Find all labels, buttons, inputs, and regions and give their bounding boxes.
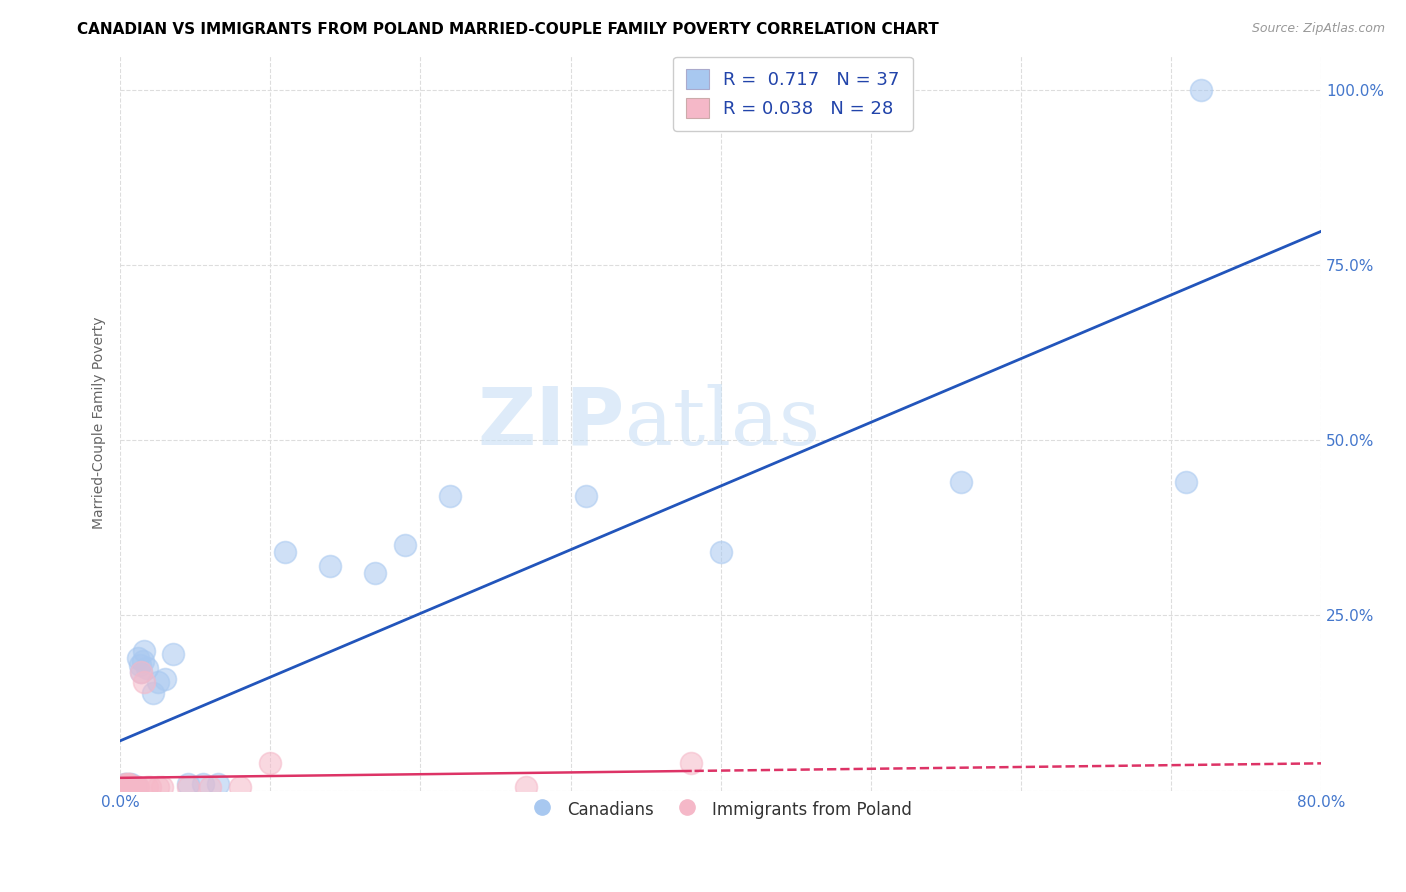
Text: atlas: atlas — [624, 384, 820, 462]
Point — [121, 780, 143, 794]
Point — [177, 780, 200, 794]
Point — [129, 665, 152, 679]
Point — [191, 776, 214, 790]
Point — [125, 780, 148, 794]
Point — [259, 756, 281, 770]
Point — [115, 780, 138, 794]
Point — [136, 780, 159, 794]
Point — [125, 780, 148, 794]
Text: CANADIAN VS IMMIGRANTS FROM POLAND MARRIED-COUPLE FAMILY POVERTY CORRELATION CHA: CANADIAN VS IMMIGRANTS FROM POLAND MARRI… — [77, 22, 939, 37]
Point — [136, 661, 159, 675]
Point — [129, 665, 152, 679]
Point — [710, 545, 733, 559]
Point — [114, 776, 136, 790]
Point — [118, 776, 141, 790]
Point — [118, 780, 141, 794]
Point — [134, 675, 156, 690]
Point — [114, 780, 136, 794]
Point — [118, 780, 141, 794]
Point — [117, 780, 139, 794]
Point — [679, 756, 702, 770]
Point — [127, 650, 149, 665]
Point — [112, 780, 135, 794]
Point — [319, 559, 342, 574]
Point — [118, 776, 141, 790]
Point — [117, 776, 139, 790]
Point — [364, 566, 387, 581]
Point — [120, 776, 142, 790]
Point — [274, 545, 297, 559]
Point — [142, 685, 165, 699]
Point — [207, 776, 229, 790]
Point — [1189, 83, 1212, 97]
Point — [132, 654, 155, 668]
Point — [127, 780, 149, 794]
Point — [114, 776, 136, 790]
Point — [117, 780, 139, 794]
Point — [134, 643, 156, 657]
Point — [121, 780, 143, 794]
Point — [114, 780, 136, 794]
Point — [949, 475, 972, 490]
Point — [146, 675, 169, 690]
Point — [162, 647, 184, 661]
Point — [115, 780, 138, 794]
Point — [439, 490, 461, 504]
Point — [146, 780, 169, 794]
Point — [150, 780, 173, 794]
Point — [200, 780, 222, 794]
Point — [120, 780, 142, 794]
Point — [128, 657, 150, 672]
Point — [122, 780, 145, 794]
Point — [394, 538, 416, 552]
Point — [515, 780, 537, 794]
Point — [115, 776, 138, 790]
Point — [1175, 475, 1198, 490]
Point — [155, 672, 177, 686]
Point — [124, 780, 146, 794]
Point — [122, 780, 145, 794]
Point — [115, 780, 138, 794]
Legend: Canadians, Immigrants from Poland: Canadians, Immigrants from Poland — [523, 793, 920, 826]
Point — [120, 780, 142, 794]
Point — [120, 780, 142, 794]
Point — [124, 780, 146, 794]
Text: Source: ZipAtlas.com: Source: ZipAtlas.com — [1251, 22, 1385, 36]
Y-axis label: Married-Couple Family Poverty: Married-Couple Family Poverty — [93, 317, 107, 529]
Point — [139, 780, 162, 794]
Point — [574, 490, 596, 504]
Text: ZIP: ZIP — [478, 384, 624, 462]
Point — [177, 776, 200, 790]
Point — [229, 780, 252, 794]
Point — [112, 780, 135, 794]
